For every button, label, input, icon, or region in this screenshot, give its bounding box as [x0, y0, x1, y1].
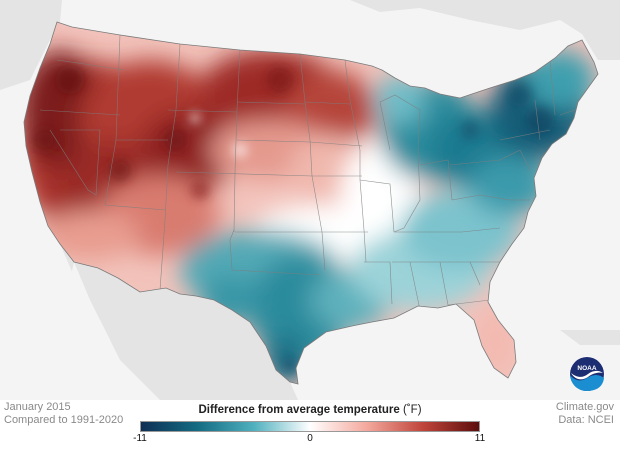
credit-data: Data: NCEI [558, 414, 614, 426]
map-caption: January 2015 Compared to 1991-2020 [4, 401, 123, 427]
mexico-landmass [60, 244, 298, 400]
map-title: January 2015 [4, 401, 71, 413]
cuba-landmass [560, 330, 620, 345]
legend-max-label: 11 [474, 433, 486, 444]
legend-title-text: Difference from average temperature [198, 404, 400, 416]
canada-landmass [0, 0, 620, 60]
noaa-logo-text: NOAA [577, 365, 596, 372]
map-subtitle: Compared to 1991-2020 [4, 414, 124, 426]
gulf-of-california [70, 262, 128, 390]
noaa-logo: NOAA [569, 356, 605, 392]
canada-west-landmass [0, 0, 62, 90]
legend-unit: (˚F) [403, 404, 422, 416]
lake-superior [378, 60, 425, 88]
legend-mid-label: 0 [307, 433, 313, 444]
credits: Climate.gov Data: NCEI [556, 401, 614, 427]
legend-color-bar [140, 421, 480, 432]
credit-source: Climate.gov [555, 401, 614, 413]
legend-title: Difference from average temperature (˚F) [140, 404, 480, 416]
legend-min-label: -11 [133, 433, 147, 444]
us-map [0, 0, 620, 400]
state-boundaries [39, 34, 576, 311]
